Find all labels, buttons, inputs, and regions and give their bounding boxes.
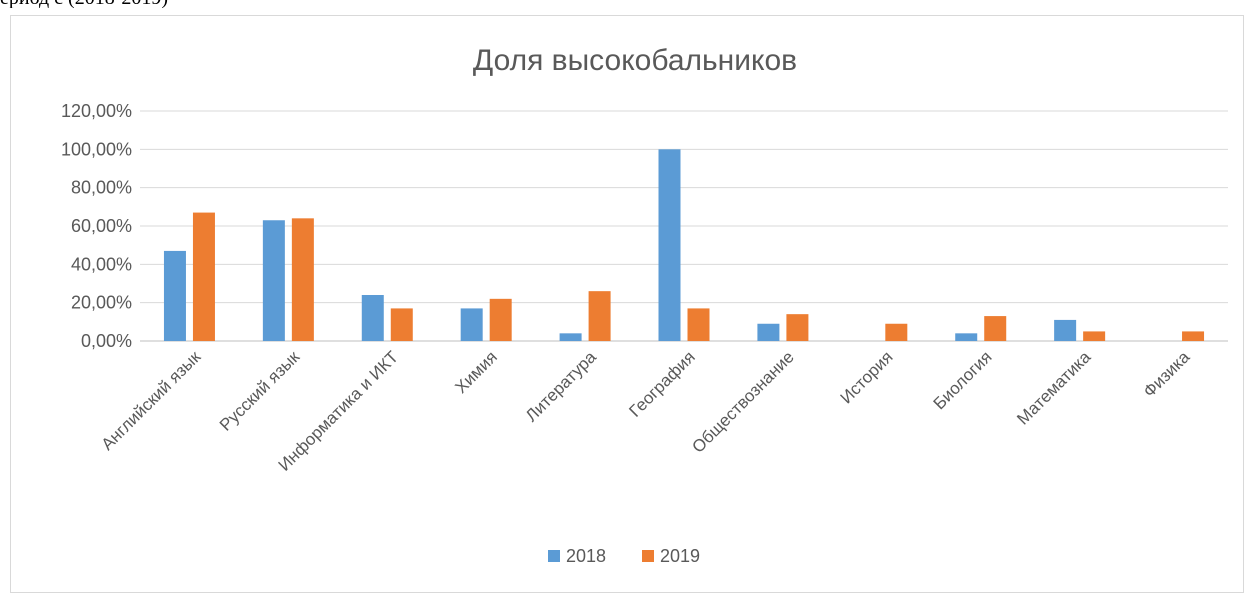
y-tick-label: 80,00%	[71, 178, 132, 198]
y-tick-label: 60,00%	[71, 216, 132, 236]
legend-label-2018: 2018	[566, 546, 606, 566]
x-category-label: История	[837, 347, 897, 407]
bar-2019	[489, 298, 512, 341]
x-category-label: Химия	[451, 347, 501, 397]
bar-2019	[984, 316, 1007, 341]
bar-2018	[262, 220, 285, 341]
bar-2019	[1182, 331, 1205, 341]
x-category-label: Литература	[522, 347, 600, 425]
page-header-fragment: ериод с (2018-2019)	[0, 0, 200, 8]
axis-labels: 0,00% 20,00% 40,00% 60,00% 80,00% 100,00% 120,…	[61, 101, 1194, 475]
bar-2019	[786, 314, 809, 341]
bar-2019	[885, 323, 908, 341]
bars	[163, 149, 1205, 341]
bar-2018	[163, 250, 186, 341]
bar-2018	[658, 149, 681, 341]
y-tick-label: 0,00%	[81, 331, 132, 351]
bar-2019	[588, 291, 611, 341]
chart-title: Доля высокобальников	[473, 44, 797, 77]
x-category-label: Обществознание	[688, 347, 797, 456]
bar-2019	[291, 218, 314, 341]
bar-2018	[559, 333, 582, 341]
bar-2018	[955, 333, 978, 341]
legend-label-2019: 2019	[660, 546, 700, 566]
y-tick-label: 20,00%	[71, 293, 132, 313]
x-category-label: География	[625, 347, 698, 420]
bar-2018	[460, 308, 483, 341]
y-tick-label: 40,00%	[71, 254, 132, 274]
y-tick-label: 120,00%	[61, 101, 132, 121]
x-category-label: Русский язык	[216, 347, 304, 435]
legend: 2018 2019	[548, 546, 700, 566]
bar-2019	[687, 308, 710, 341]
bar-2018	[757, 323, 780, 341]
bar-2018	[361, 295, 384, 341]
legend-swatch-2018	[548, 550, 560, 562]
legend-swatch-2019	[642, 550, 654, 562]
bar-2019	[390, 308, 413, 341]
x-category-label: Биология	[930, 347, 996, 413]
bar-2018	[1054, 319, 1077, 341]
gridlines	[140, 110, 1228, 342]
y-tick-label: 100,00%	[61, 139, 132, 159]
bar-2019	[192, 212, 215, 341]
x-category-label: Английский язык	[98, 347, 205, 454]
bar-2019	[1083, 331, 1106, 341]
x-category-label: Математика	[1013, 347, 1095, 429]
x-category-label: Физика	[1140, 347, 1194, 401]
